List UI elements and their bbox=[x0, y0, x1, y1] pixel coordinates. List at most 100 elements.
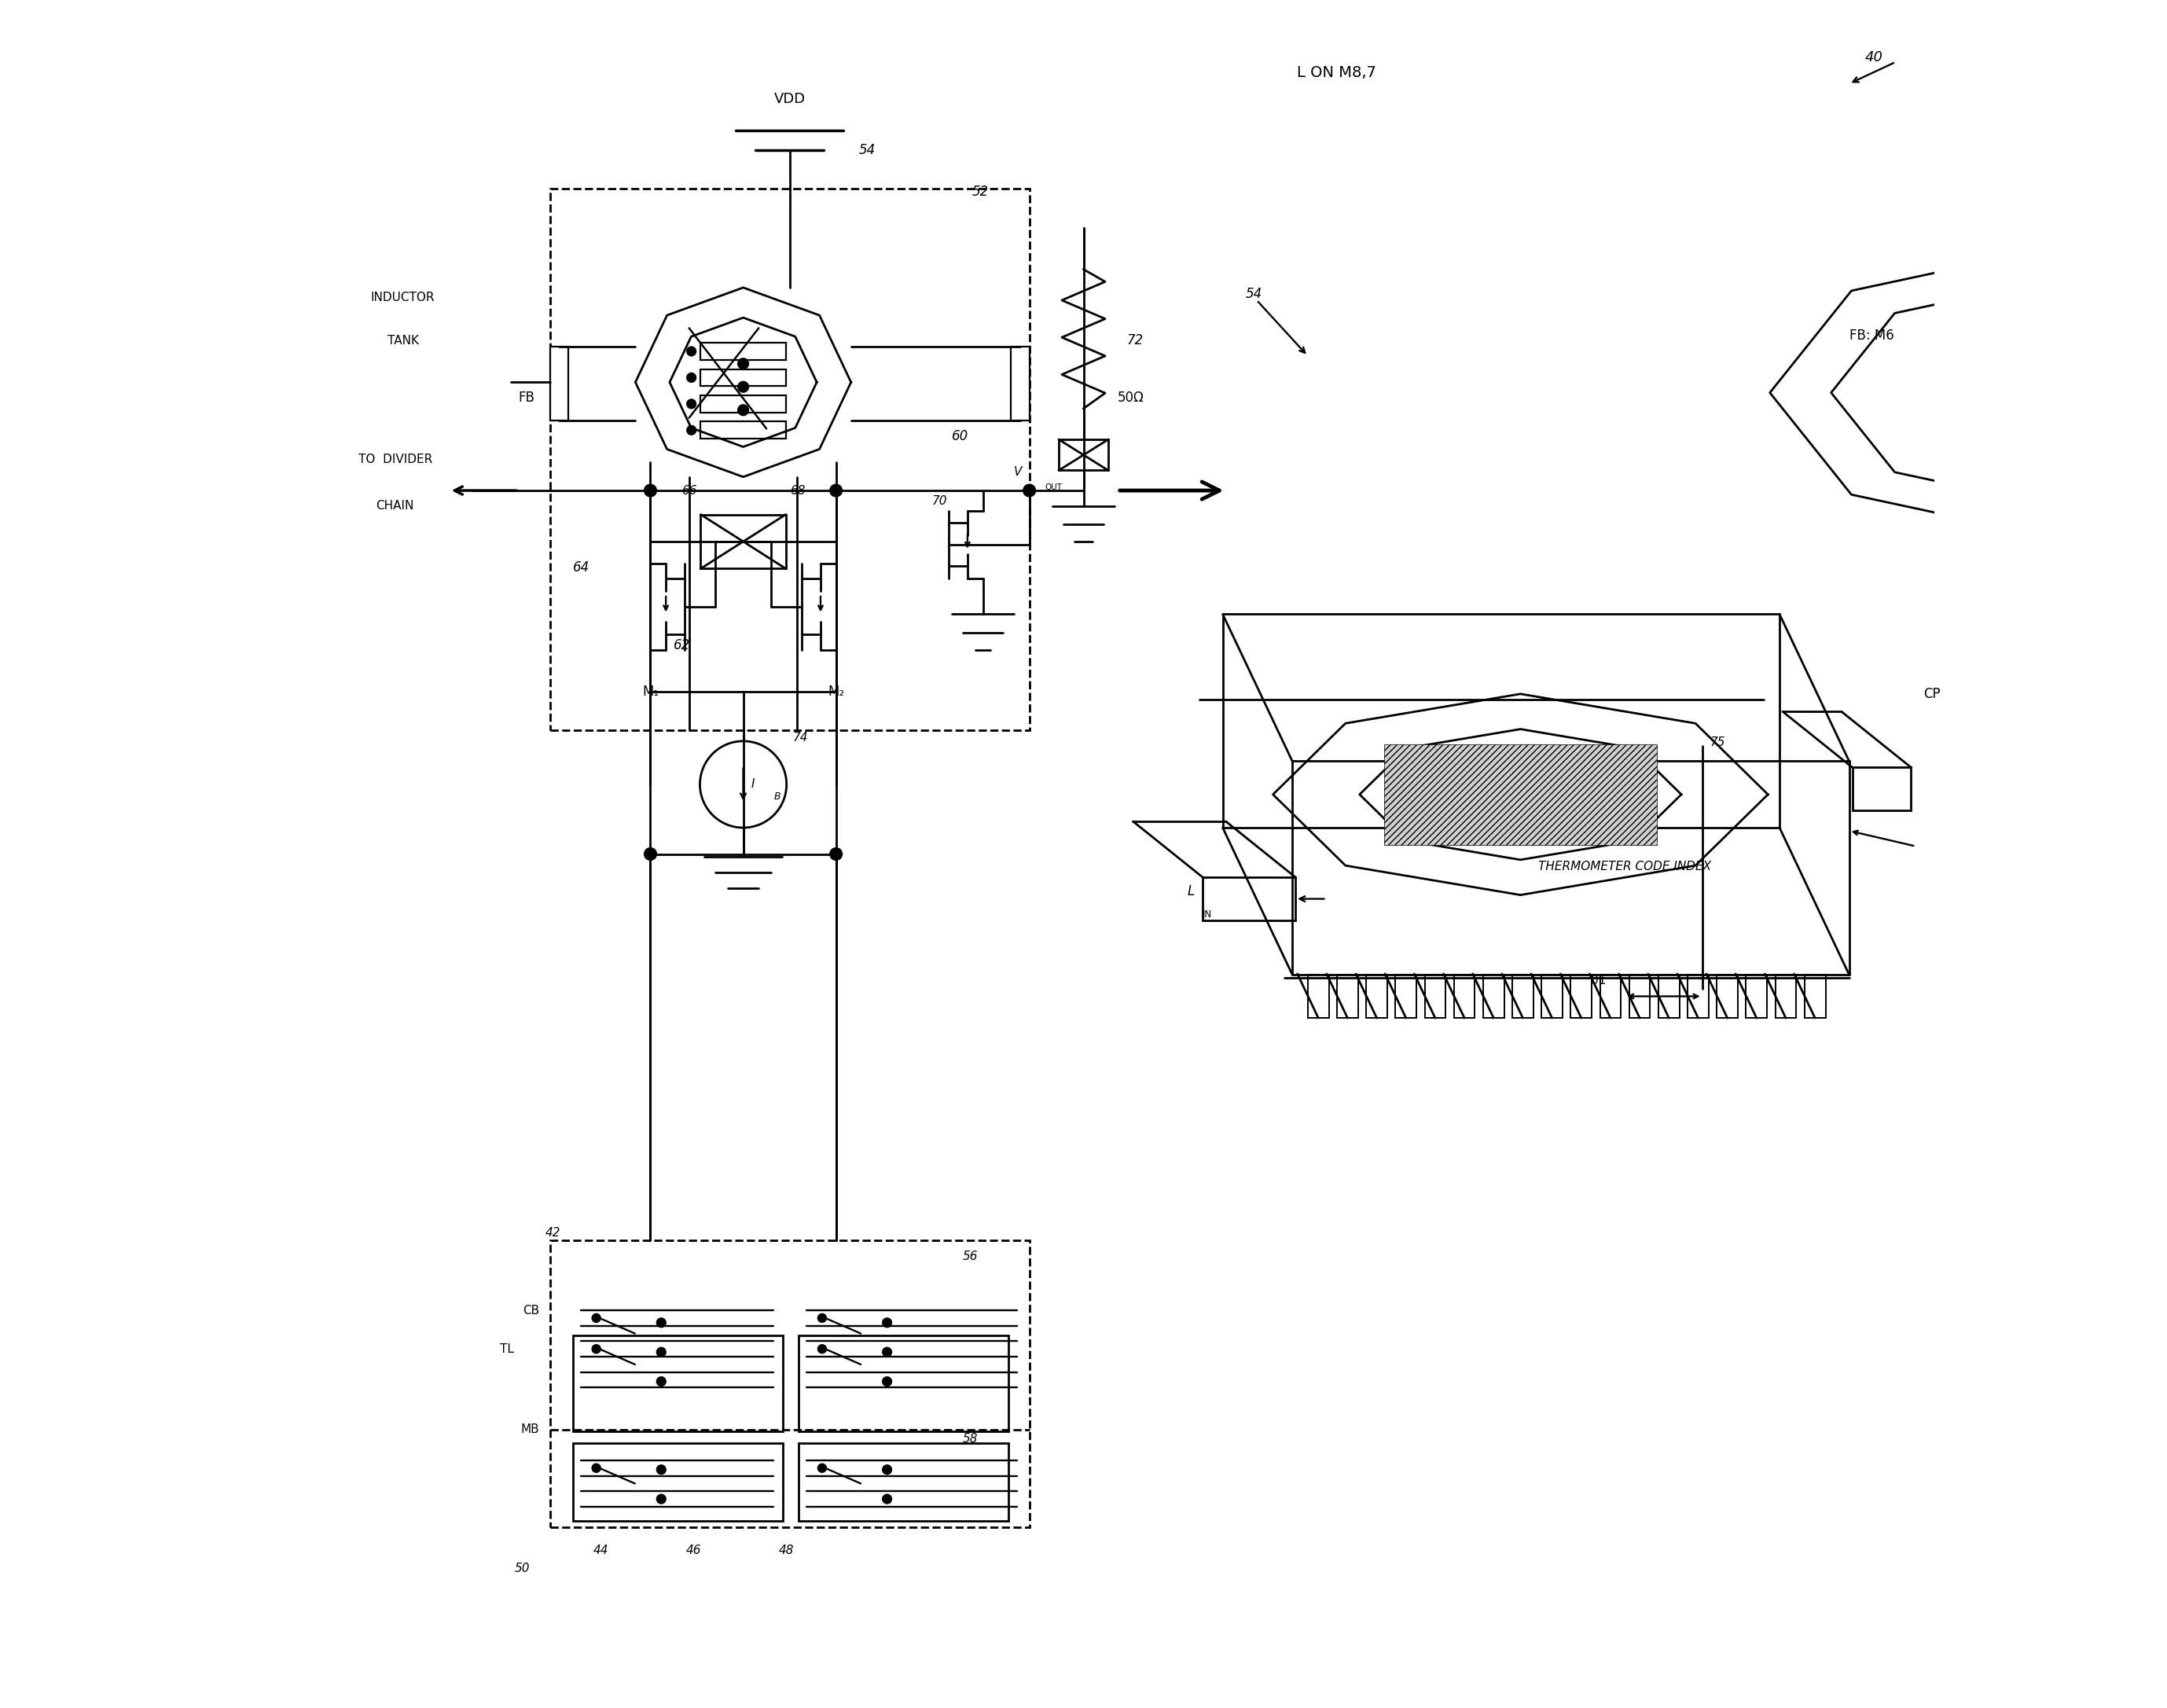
Text: L ON M8,7: L ON M8,7 bbox=[1298, 65, 1376, 80]
Text: MB: MB bbox=[520, 1423, 540, 1435]
Circle shape bbox=[830, 485, 843, 497]
Bar bbox=[1606, 816, 1625, 830]
Text: TO  DIVIDER: TO DIVIDER bbox=[358, 454, 431, 466]
Bar bbox=[1203, 878, 1296, 921]
Circle shape bbox=[687, 372, 696, 383]
Text: 52: 52 bbox=[973, 184, 988, 200]
Text: OUT: OUT bbox=[1044, 483, 1062, 492]
Circle shape bbox=[817, 1313, 826, 1322]
Text: 66: 66 bbox=[680, 485, 698, 497]
Text: CB: CB bbox=[522, 1305, 540, 1317]
Bar bbox=[700, 422, 787, 439]
Circle shape bbox=[882, 1465, 891, 1474]
Circle shape bbox=[737, 359, 748, 369]
Text: 58: 58 bbox=[962, 1433, 977, 1445]
Circle shape bbox=[882, 1348, 891, 1356]
Bar bbox=[1010, 347, 1029, 420]
Text: 50Ω: 50Ω bbox=[1118, 391, 1144, 405]
Bar bbox=[1747, 975, 1766, 1018]
Text: 48: 48 bbox=[778, 1544, 793, 1556]
Text: 54: 54 bbox=[1246, 287, 1263, 301]
Text: IN: IN bbox=[1203, 909, 1211, 919]
Text: 74: 74 bbox=[793, 733, 808, 745]
Bar bbox=[1523, 816, 1543, 830]
Text: 01: 01 bbox=[1591, 975, 1606, 987]
Bar bbox=[1552, 816, 1569, 830]
Bar bbox=[1337, 975, 1359, 1018]
Text: FB: M6: FB: M6 bbox=[1848, 328, 1894, 343]
Text: INDUCTOR: INDUCTOR bbox=[371, 292, 436, 302]
Bar bbox=[1387, 772, 1406, 784]
Bar bbox=[1060, 439, 1107, 470]
Bar bbox=[572, 1336, 782, 1431]
Bar bbox=[1441, 816, 1461, 830]
Circle shape bbox=[882, 1319, 891, 1327]
Circle shape bbox=[882, 1377, 891, 1387]
Bar bbox=[1469, 816, 1489, 830]
Circle shape bbox=[592, 1464, 600, 1472]
Bar bbox=[1716, 975, 1738, 1018]
Bar bbox=[700, 369, 787, 386]
Text: V: V bbox=[1014, 466, 1023, 478]
Text: 60: 60 bbox=[951, 429, 969, 444]
Circle shape bbox=[687, 425, 696, 436]
Text: FB: FB bbox=[518, 391, 535, 405]
Bar bbox=[1853, 767, 1911, 811]
Circle shape bbox=[592, 1313, 600, 1322]
Bar bbox=[700, 343, 787, 360]
Bar bbox=[1578, 772, 1597, 784]
Circle shape bbox=[644, 847, 657, 861]
Circle shape bbox=[882, 1494, 891, 1503]
Text: 54: 54 bbox=[860, 143, 875, 157]
Text: M₁: M₁ bbox=[641, 685, 659, 699]
Bar bbox=[1365, 975, 1387, 1018]
Polygon shape bbox=[1385, 745, 1656, 845]
Text: 50: 50 bbox=[514, 1563, 529, 1575]
Text: CHAIN: CHAIN bbox=[377, 500, 414, 512]
Bar bbox=[1441, 772, 1461, 784]
Circle shape bbox=[592, 1344, 600, 1353]
Circle shape bbox=[737, 405, 748, 415]
Bar bbox=[1469, 772, 1489, 784]
Text: CP: CP bbox=[1924, 687, 1939, 700]
Bar bbox=[550, 1240, 1029, 1527]
Circle shape bbox=[644, 485, 657, 497]
Bar bbox=[1415, 772, 1435, 784]
Circle shape bbox=[657, 1465, 665, 1474]
Circle shape bbox=[817, 1344, 826, 1353]
Circle shape bbox=[737, 381, 748, 393]
Circle shape bbox=[817, 1464, 826, 1472]
Bar bbox=[1805, 975, 1825, 1018]
Bar bbox=[700, 514, 787, 569]
Text: 40: 40 bbox=[1864, 50, 1883, 65]
Bar bbox=[1571, 975, 1593, 1018]
Bar bbox=[1387, 816, 1406, 830]
Bar bbox=[800, 1336, 1008, 1431]
Circle shape bbox=[657, 1377, 665, 1387]
Text: 64: 64 bbox=[572, 560, 589, 576]
Bar bbox=[1775, 975, 1796, 1018]
Bar bbox=[1497, 816, 1515, 830]
Text: L: L bbox=[1188, 885, 1194, 898]
Bar bbox=[1454, 975, 1476, 1018]
Bar bbox=[1658, 975, 1679, 1018]
Bar bbox=[1541, 975, 1562, 1018]
Bar bbox=[1513, 975, 1534, 1018]
Bar bbox=[572, 1443, 782, 1520]
Text: TL: TL bbox=[501, 1342, 514, 1354]
Bar bbox=[1396, 975, 1417, 1018]
Bar bbox=[550, 347, 568, 420]
Text: I: I bbox=[752, 779, 754, 791]
Circle shape bbox=[830, 847, 843, 861]
Circle shape bbox=[1023, 485, 1036, 497]
Circle shape bbox=[657, 1319, 665, 1327]
Text: 70: 70 bbox=[932, 495, 947, 507]
Bar bbox=[700, 395, 787, 412]
Bar bbox=[1688, 975, 1708, 1018]
Bar bbox=[550, 190, 1029, 731]
Text: B: B bbox=[774, 793, 780, 801]
Bar bbox=[1307, 975, 1328, 1018]
Bar bbox=[1606, 772, 1625, 784]
Circle shape bbox=[657, 1348, 665, 1356]
Bar bbox=[1630, 975, 1651, 1018]
